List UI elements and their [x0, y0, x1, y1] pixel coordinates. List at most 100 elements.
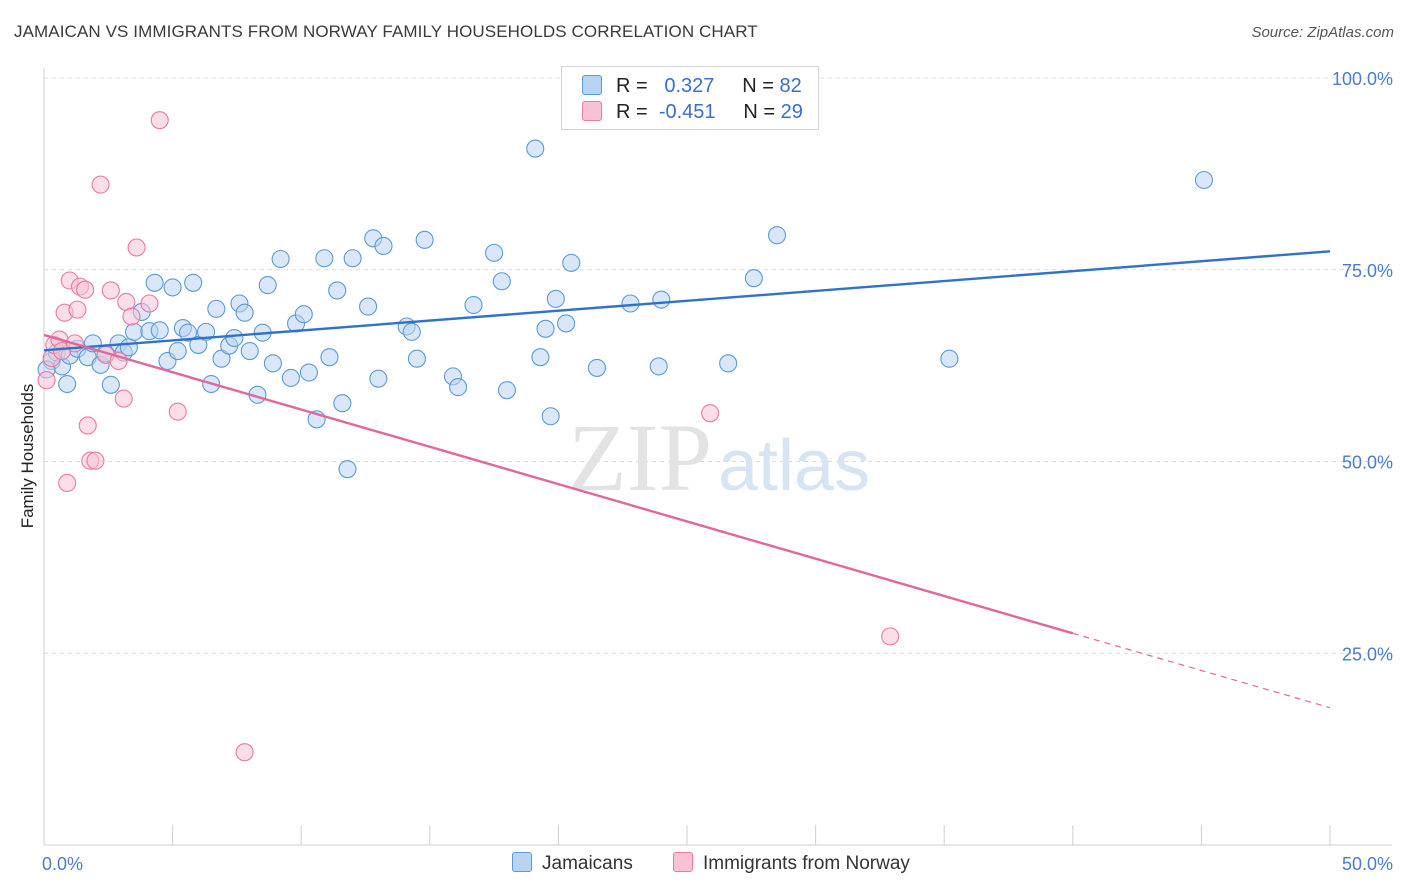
axes [43, 68, 1392, 846]
point-jamaicans [184, 273, 203, 292]
point-jamaicans [271, 249, 290, 269]
stats-row-norway: R = -0.451 N = 29 [582, 101, 803, 125]
point-jamaicans [196, 322, 216, 341]
r-value: -0.451 [658, 101, 716, 123]
y-axis-label: Family Households [18, 384, 37, 529]
point-jamaicans [940, 349, 959, 368]
series-jamaicans [37, 139, 1214, 479]
point-norway [235, 743, 254, 762]
point-jamaicans [258, 276, 277, 295]
point-jamaicans [225, 328, 244, 348]
point-jamaicans [320, 348, 339, 367]
point-jamaicans [536, 319, 555, 338]
point-norway [68, 300, 87, 319]
n-value: 29 [780, 101, 803, 123]
legend-item-jamaicans: Jamaicans [512, 852, 633, 875]
r-label: R = [616, 75, 648, 97]
y-tick-label: 75.0% [1342, 261, 1393, 281]
stats-row-jamaicans: R = 0.327 N = 82 [582, 75, 802, 99]
point-jamaicans [485, 243, 504, 262]
trend-line-norway-extension [1072, 632, 1331, 709]
trend-lines [43, 250, 1331, 709]
point-jamaicans [58, 374, 77, 394]
x-tick-label: 0.0% [42, 854, 83, 874]
watermark-zip: ZIP [568, 404, 712, 511]
point-jamaicans [168, 342, 187, 361]
point-norway [701, 404, 720, 423]
point-jamaicans [526, 139, 545, 158]
point-jamaicans [531, 348, 550, 367]
point-jamaicans [369, 369, 388, 388]
legend-item-norway: Immigrants from Norway [673, 852, 910, 875]
point-jamaicans [333, 394, 352, 413]
point-jamaicans [235, 303, 254, 322]
point-jamaicans [407, 349, 426, 368]
watermark-atlas: atlas [718, 426, 870, 506]
watermark: ZIP atlas [568, 404, 870, 511]
point-jamaicans [338, 460, 357, 479]
point-jamaicans [207, 299, 226, 318]
point-jamaicans [719, 354, 738, 373]
point-norway [86, 451, 105, 470]
point-norway [58, 473, 77, 493]
point-norway [127, 238, 146, 257]
point-jamaicans [374, 236, 393, 256]
point-jamaicans [1194, 170, 1214, 190]
point-jamaicans [587, 358, 607, 377]
point-norway [91, 175, 110, 194]
point-jamaicans [124, 322, 144, 341]
legend-label: Jamaicans [542, 853, 633, 874]
point-jamaicans [492, 272, 511, 291]
point-jamaicans [240, 342, 259, 361]
point-jamaicans [294, 305, 313, 324]
point-jamaicans [328, 281, 347, 300]
point-norway [114, 389, 133, 408]
point-jamaicans [178, 323, 198, 342]
point-jamaicans [562, 253, 581, 272]
point-norway [881, 627, 900, 646]
point-jamaicans [315, 249, 334, 268]
point-jamaicans [546, 289, 565, 308]
point-norway [168, 402, 187, 421]
swatch-blue [582, 75, 602, 95]
point-jamaicans [464, 295, 483, 315]
y-tick-label: 50.0% [1342, 453, 1393, 473]
r-value: 0.327 [664, 75, 715, 97]
point-norway [78, 416, 97, 435]
legend-swatch-pink [673, 852, 693, 872]
point-norway [122, 307, 141, 326]
legend-label: Immigrants from Norway [703, 853, 910, 874]
point-jamaicans [557, 314, 576, 333]
point-jamaicans [767, 226, 787, 245]
point-jamaicans [281, 368, 300, 387]
n-label: N = [743, 101, 776, 123]
point-jamaicans [497, 381, 517, 400]
trend-line-jamaicans [43, 250, 1331, 352]
swatch-pink [582, 101, 602, 121]
point-jamaicans [263, 354, 282, 373]
point-jamaicans [359, 297, 378, 316]
point-jamaicans [621, 294, 640, 313]
tick-labels: 25.0% 50.0% 75.0% 100.0% 0.0% 50.0% [42, 69, 1393, 874]
point-jamaicans [415, 230, 434, 249]
y-tick-label: 100.0% [1332, 69, 1393, 89]
trend-line-norway [43, 333, 1074, 635]
n-label: N = [742, 75, 774, 97]
point-jamaicans [343, 249, 362, 268]
point-jamaicans [299, 363, 318, 382]
chart-source: Source: ZipAtlas.com [1251, 24, 1394, 41]
chart-title: JAMAICAN VS IMMIGRANTS FROM NORWAY FAMIL… [14, 22, 758, 41]
point-jamaicans [649, 357, 668, 376]
point-jamaicans [449, 378, 468, 397]
point-jamaicans [150, 321, 169, 340]
point-norway [37, 371, 56, 390]
point-jamaicans [652, 290, 671, 309]
point-jamaicans [101, 375, 120, 394]
point-jamaicans [744, 269, 763, 288]
point-jamaicans [145, 273, 164, 292]
point-jamaicans [402, 322, 421, 341]
legend-swatch-blue [512, 852, 532, 872]
point-jamaicans [163, 278, 182, 297]
point-norway [140, 294, 159, 313]
